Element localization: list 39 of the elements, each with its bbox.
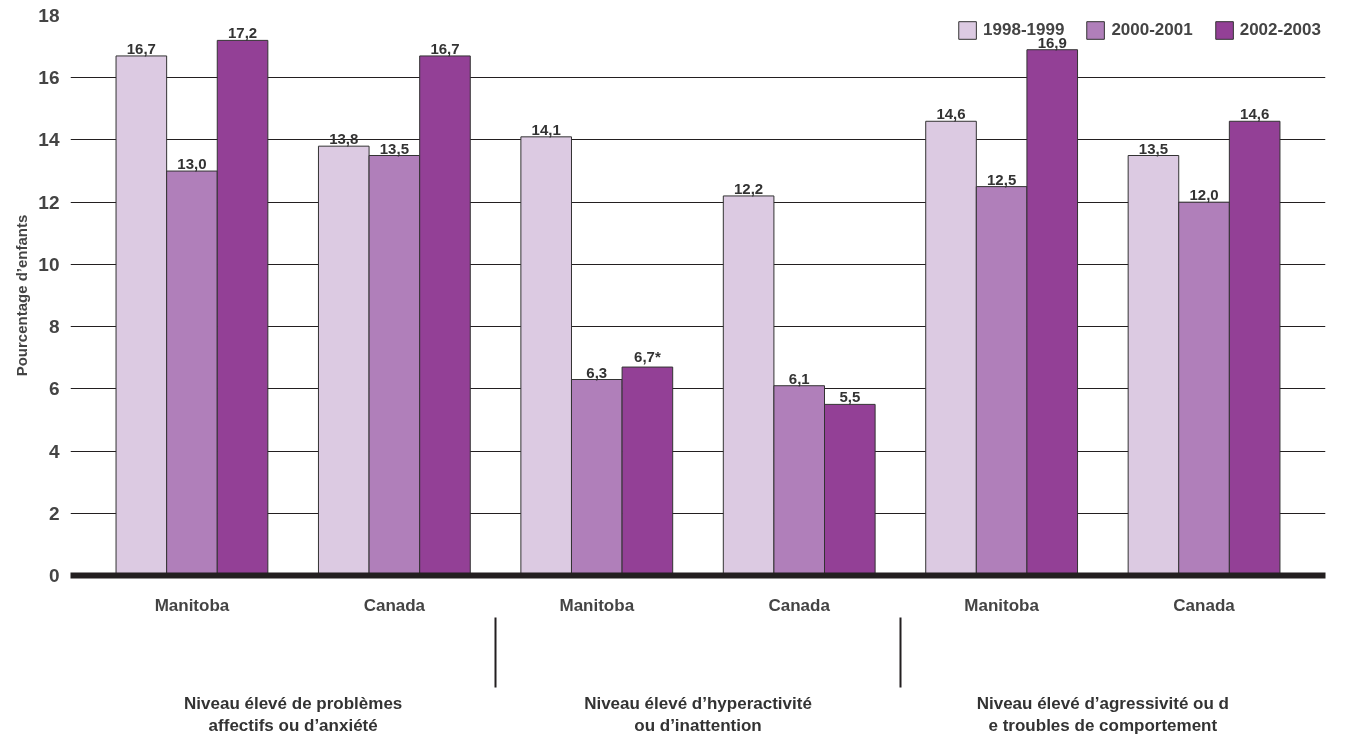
y-tick-label: 14 [38,129,60,151]
data-label: 6,1 [788,369,810,387]
data-label: 6,7* [634,348,661,366]
text: Niveau élevé d’agressivité ou d e troubles de comportement [976,693,1229,736]
data-label: 12,2 [734,179,764,197]
y-tick-label: 16 [38,67,60,89]
text: Niveau élevé d’hyperactivité ou d’inattention [584,693,812,736]
x-tick-label: Canada [363,595,426,615]
data-label: 5,5 [839,388,861,406]
legend-label: 2000-2001 [1111,20,1193,40]
y-tick-label: 0 [48,565,60,586]
data-label: 13,5 [379,139,409,157]
data-label: 16,7 [126,39,156,57]
data-label: 14,6 [936,105,966,123]
x-tick-label: Manitoba [154,595,230,615]
x-tick-label: Manitoba [559,595,635,615]
y-tick-label: 4 [48,440,60,462]
x-tick-label: Manitoba [964,595,1040,615]
y-tick-label: 2 [48,502,60,524]
y-axis-title: Pourcentage d’enfants [13,214,31,377]
data-label: 14,1 [531,120,561,138]
y-tick-label: 6 [48,378,60,400]
data-label: 12,5 [987,170,1017,188]
data-label: 13,5 [1138,139,1169,157]
legend-label: 1998-1999 [983,20,1065,39]
data-label: 13,0 [177,155,207,173]
data-label: 14,6 [1240,105,1270,123]
data-label: 12,0 [1189,186,1219,204]
y-tick-label: 12 [38,191,60,213]
y-tick-label: 10 [38,253,60,275]
data-label: 17,2 [227,24,258,42]
y-tick-label: 18 [38,5,60,26]
data-label: 16,7 [430,39,460,57]
text: Niveau élevé de problèmes affectifs ou d’anxiété [184,693,403,736]
data-label: 6,3 [586,363,608,381]
legend-label: 2002-2003 [1239,20,1321,40]
x-tick-label: Canada [1173,595,1236,615]
y-tick-label: 8 [48,316,60,338]
x-tick-label: Canada [768,595,831,615]
